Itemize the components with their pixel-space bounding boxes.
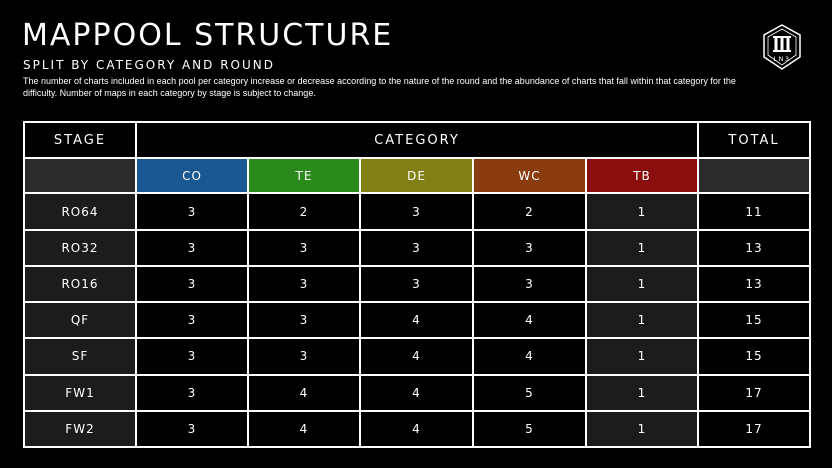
- total-cell: 17: [697, 373, 811, 412]
- table-row: SF 3 3 4 4 1 15: [23, 337, 811, 376]
- total-cell: 15: [697, 337, 811, 376]
- count-cell-de: 4: [359, 337, 474, 376]
- count-cell-co: 3: [135, 409, 249, 449]
- table-row: RO32 3 3 3 3 1 13: [23, 228, 811, 267]
- table-row: QF 3 3 4 4 1 15: [23, 301, 811, 340]
- category-co: CO: [135, 157, 249, 195]
- total-cell: 11: [697, 192, 811, 231]
- count-cell-co: 3: [135, 264, 249, 304]
- table-row: RO16 3 3 3 3 1 13: [23, 264, 811, 304]
- stage-cell: RO64: [23, 192, 137, 231]
- total-cell: 15: [697, 301, 811, 340]
- stage-cell: QF: [23, 301, 137, 340]
- count-cell-wc: 5: [472, 373, 587, 412]
- page-description: The number of charts included in each po…: [23, 76, 736, 98]
- mappool-table: STAGE CATEGORY TOTAL CO TE DE WC TB RO64…: [23, 120, 811, 449]
- count-cell-te: 3: [247, 337, 361, 376]
- count-cell-wc: 4: [472, 337, 587, 376]
- table-row: FW1 3 4 4 5 1 17: [23, 373, 811, 412]
- category-row: CO TE DE WC TB: [23, 157, 811, 195]
- count-cell-co: 3: [135, 337, 249, 376]
- page-title: MAPPOOL STRUCTURE: [22, 18, 394, 53]
- total-blank-cell: [697, 157, 811, 195]
- count-cell-te: 4: [247, 409, 361, 449]
- count-cell-tb: 1: [585, 301, 699, 340]
- count-cell-co: 3: [135, 301, 249, 340]
- count-cell-te: 3: [247, 264, 361, 304]
- stage-cell: FW1: [23, 373, 137, 412]
- category-tb: TB: [585, 157, 699, 195]
- total-header: TOTAL: [697, 120, 811, 160]
- count-cell-co: 3: [135, 373, 249, 412]
- count-cell-de: 4: [359, 409, 474, 449]
- category-wc: WC: [472, 157, 587, 195]
- stage-cell: FW2: [23, 409, 137, 449]
- count-cell-wc: 3: [472, 264, 587, 304]
- stage-cell: RO16: [23, 264, 137, 304]
- total-cell: 13: [697, 264, 811, 304]
- count-cell-co: 3: [135, 192, 249, 231]
- count-cell-co: 3: [135, 228, 249, 267]
- table-row: FW2 3 4 4 5 1 17: [23, 409, 811, 449]
- count-cell-tb: 1: [585, 264, 699, 304]
- count-cell-wc: 2: [472, 192, 587, 231]
- count-cell-wc: 4: [472, 301, 587, 340]
- count-cell-de: 4: [359, 301, 474, 340]
- count-cell-te: 3: [247, 301, 361, 340]
- count-cell-tb: 1: [585, 228, 699, 267]
- table-row: RO64 3 2 3 2 1 11: [23, 192, 811, 231]
- total-cell: 17: [697, 409, 811, 449]
- stage-blank-cell: [23, 157, 137, 195]
- total-cell: 13: [697, 228, 811, 267]
- shield-logo-icon: LN3: [758, 23, 806, 71]
- category-de: DE: [359, 157, 474, 195]
- count-cell-tb: 1: [585, 192, 699, 231]
- stage-cell: RO32: [23, 228, 137, 267]
- category-header: CATEGORY: [135, 120, 699, 160]
- count-cell-de: 3: [359, 264, 474, 304]
- stage-header: STAGE: [23, 120, 137, 160]
- count-cell-wc: 3: [472, 228, 587, 267]
- count-cell-tb: 1: [585, 337, 699, 376]
- stage-cell: SF: [23, 337, 137, 376]
- count-cell-de: 3: [359, 192, 474, 231]
- count-cell-te: 4: [247, 373, 361, 412]
- count-cell-tb: 1: [585, 373, 699, 412]
- page-subtitle: SPLIT BY CATEGORY AND ROUND: [23, 58, 275, 72]
- count-cell-te: 3: [247, 228, 361, 267]
- count-cell-tb: 1: [585, 409, 699, 449]
- logo-text: LN3: [773, 55, 790, 63]
- count-cell-de: 3: [359, 228, 474, 267]
- count-cell-wc: 5: [472, 409, 587, 449]
- count-cell-de: 4: [359, 373, 474, 412]
- count-cell-te: 2: [247, 192, 361, 231]
- category-te: TE: [247, 157, 361, 195]
- table-header-row: STAGE CATEGORY TOTAL: [23, 120, 811, 160]
